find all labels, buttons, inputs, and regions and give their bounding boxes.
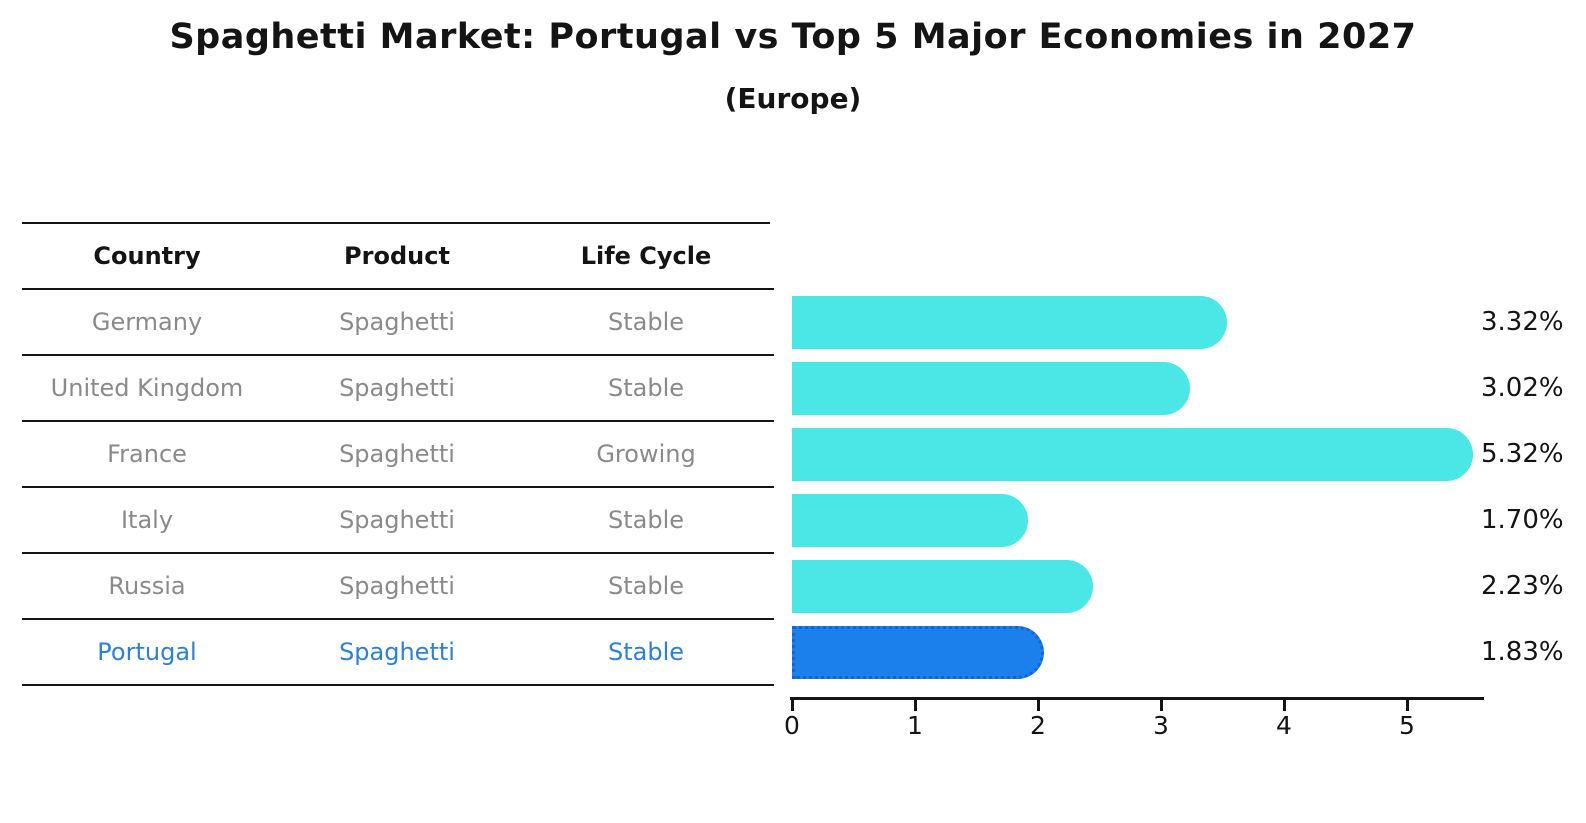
lifecycle-cell: Stable bbox=[607, 638, 685, 666]
bar bbox=[792, 427, 1473, 481]
row-divider bbox=[22, 486, 770, 488]
row-divider bbox=[22, 552, 770, 554]
chart-subtitle: (Europe) bbox=[724, 82, 862, 115]
x-axis-tick-label: 5 bbox=[1399, 711, 1415, 740]
lifecycle-cell: Stable bbox=[607, 506, 685, 534]
country-cell: Italy bbox=[120, 506, 174, 534]
lifecycle-cell: Stable bbox=[607, 308, 685, 336]
column-header: Country bbox=[93, 242, 201, 270]
column-header: Product bbox=[344, 242, 450, 270]
row-divider bbox=[22, 618, 770, 620]
product-cell: Spaghetti bbox=[339, 440, 455, 468]
x-axis-tick bbox=[1037, 699, 1040, 711]
y-axis-tick bbox=[757, 486, 774, 488]
bar bbox=[792, 625, 1044, 679]
bar bbox=[792, 493, 1028, 547]
row-divider bbox=[22, 420, 770, 422]
country-cell: Portugal bbox=[97, 638, 197, 666]
bar-value-label: 1.70% bbox=[1481, 505, 1564, 535]
y-axis-tick bbox=[757, 618, 774, 620]
bar-value-label: 5.32% bbox=[1481, 439, 1564, 469]
country-cell: Germany bbox=[91, 308, 203, 336]
x-axis-tick bbox=[1406, 699, 1409, 711]
row-divider bbox=[22, 288, 770, 290]
product-cell: Spaghetti bbox=[339, 374, 455, 402]
row-divider bbox=[22, 354, 770, 356]
product-cell: Spaghetti bbox=[339, 638, 455, 666]
bar-value-label: 3.32% bbox=[1481, 307, 1564, 337]
bar bbox=[792, 559, 1093, 613]
lifecycle-cell: Stable bbox=[607, 374, 685, 402]
country-cell: France bbox=[107, 440, 187, 468]
product-cell: Spaghetti bbox=[339, 506, 455, 534]
y-axis-tick bbox=[757, 684, 774, 686]
chart-title: Spaghetti Market: Portugal vs Top 5 Majo… bbox=[169, 17, 1417, 57]
product-cell: Spaghetti bbox=[339, 572, 455, 600]
y-axis-tick bbox=[757, 420, 774, 422]
y-axis-tick bbox=[757, 288, 774, 290]
row-divider bbox=[22, 222, 770, 224]
bar bbox=[792, 295, 1227, 349]
bar-value-label: 1.83% bbox=[1481, 637, 1564, 667]
x-axis-tick bbox=[1160, 699, 1163, 711]
bar-value-label: 3.02% bbox=[1481, 373, 1564, 403]
x-axis-tick bbox=[791, 699, 794, 711]
y-axis-tick bbox=[757, 354, 774, 356]
column-header: Life Cycle bbox=[580, 242, 712, 270]
lifecycle-cell: Growing bbox=[596, 440, 696, 468]
lifecycle-cell: Stable bbox=[607, 572, 685, 600]
x-axis-tick-label: 4 bbox=[1276, 711, 1292, 740]
bar bbox=[792, 361, 1190, 415]
product-cell: Spaghetti bbox=[339, 308, 455, 336]
x-axis-tick-label: 2 bbox=[1030, 711, 1046, 740]
y-axis-tick bbox=[757, 552, 774, 554]
country-cell: Russia bbox=[108, 572, 186, 600]
x-axis bbox=[790, 697, 1484, 700]
x-axis-tick bbox=[1283, 699, 1286, 711]
x-axis-tick bbox=[914, 699, 917, 711]
country-cell: United Kingdom bbox=[50, 374, 244, 402]
x-axis-tick-label: 1 bbox=[907, 711, 923, 740]
bar-value-label: 2.23% bbox=[1481, 571, 1564, 601]
x-axis-tick-label: 3 bbox=[1153, 711, 1169, 740]
row-divider bbox=[22, 684, 770, 686]
x-axis-tick-label: 0 bbox=[784, 711, 800, 740]
